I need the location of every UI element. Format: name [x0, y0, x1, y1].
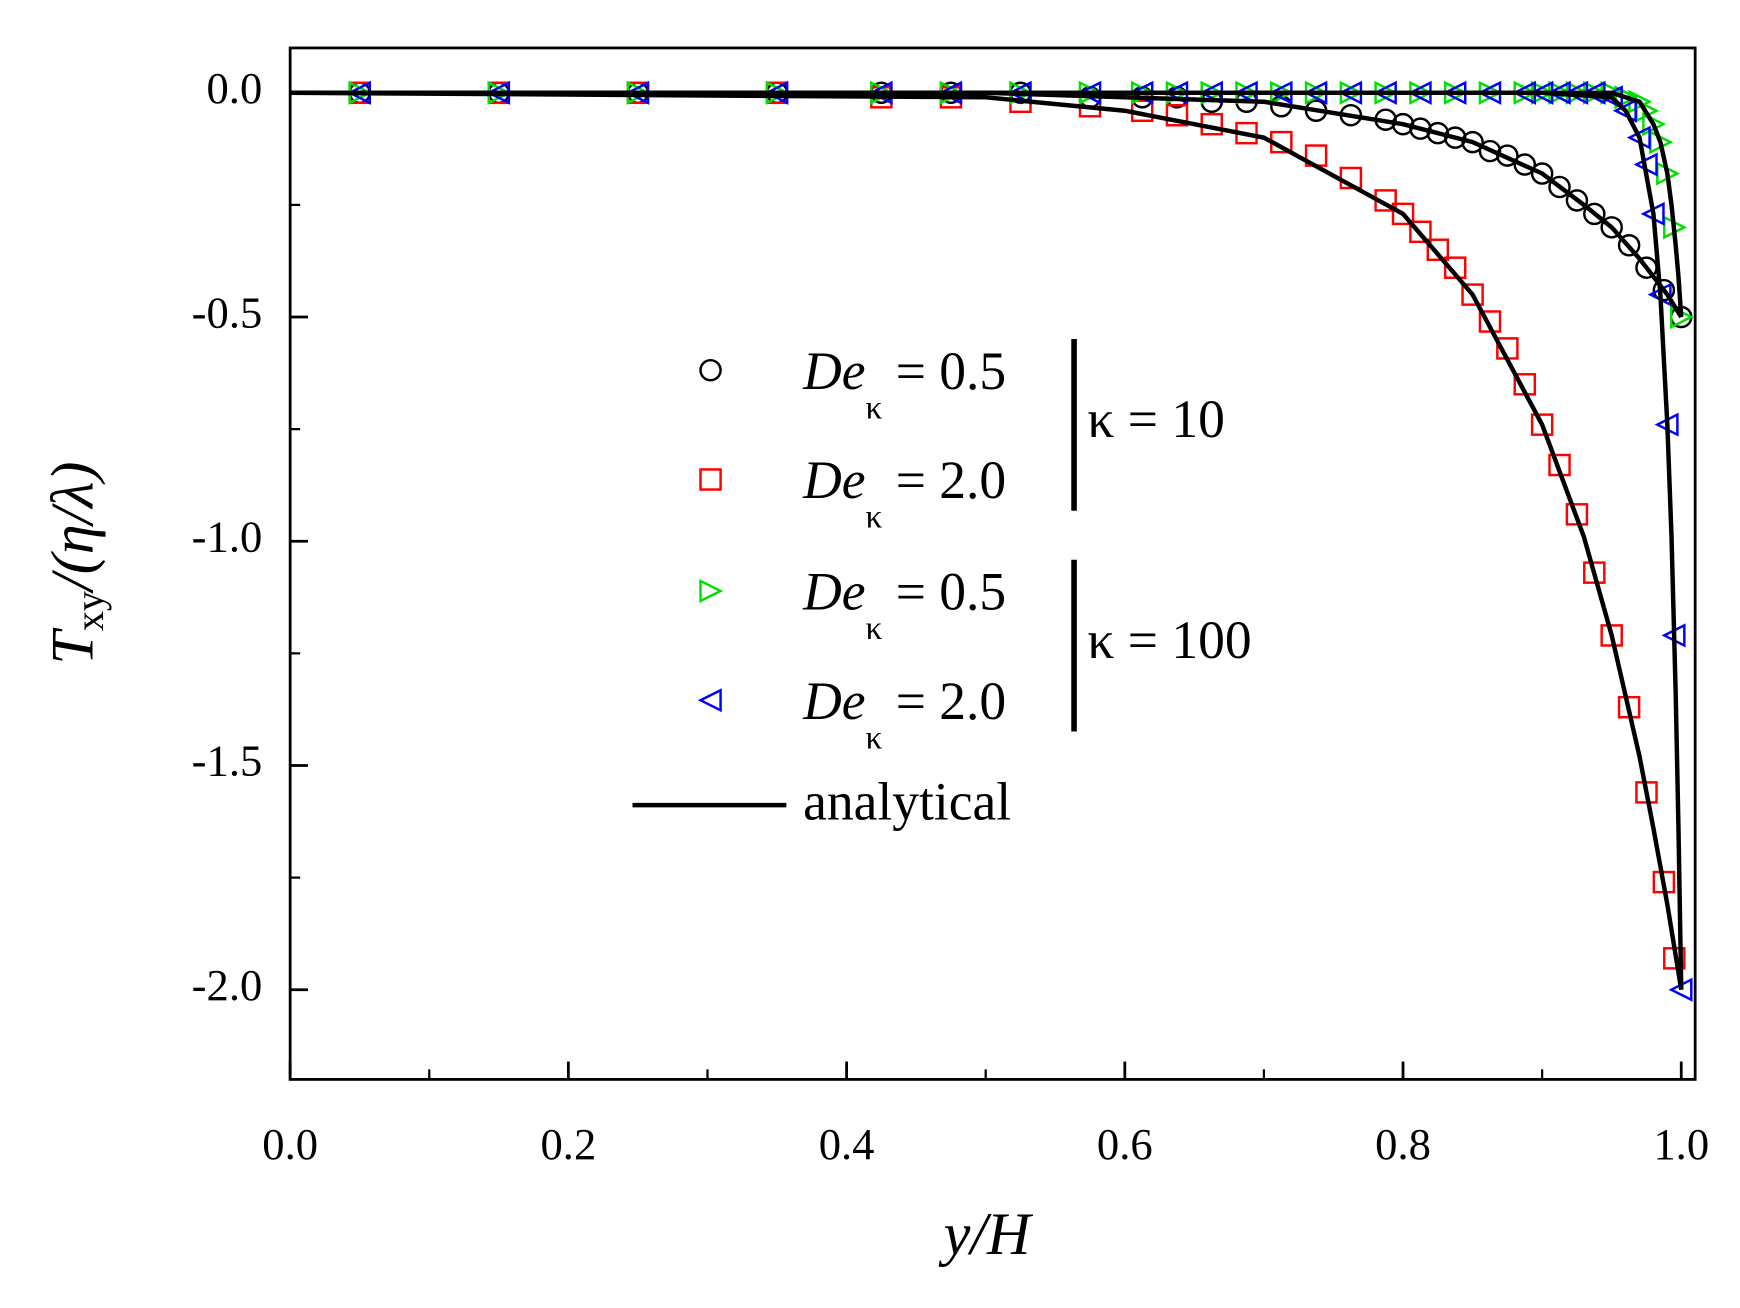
marker [1409, 117, 1432, 140]
marker [1530, 413, 1554, 436]
legend-name: De [802, 341, 865, 401]
marker [1426, 121, 1450, 145]
x-tick-label: 0.8 [1375, 1119, 1431, 1169]
axes-frame [288, 46, 1697, 1081]
marker [1426, 238, 1450, 262]
y-tick-label: -0.5 [192, 287, 263, 337]
marker [1628, 89, 1653, 114]
legend-name: De [802, 562, 865, 622]
marker [1583, 561, 1606, 584]
legend-group-label: κ = 100 [1087, 610, 1251, 670]
marker [1530, 162, 1554, 185]
x-tick-label: 0.2 [540, 1119, 596, 1169]
marker [1565, 189, 1589, 212]
marker [1391, 202, 1415, 226]
legend-rest: = 0.5 [896, 562, 1006, 622]
marker [1461, 130, 1484, 154]
legend-label: Deκ = 0.5 [802, 341, 1006, 426]
marker [1478, 139, 1502, 163]
legend-sub: κ [866, 389, 883, 426]
analytical-line [290, 90, 1684, 319]
marker [1583, 202, 1606, 226]
legend-marker [699, 578, 724, 604]
legend-marker [699, 468, 722, 491]
y-label-sub: xy [67, 591, 112, 631]
legend-marker [699, 358, 722, 382]
legend-sub: κ [866, 498, 883, 535]
plot-area [290, 80, 1695, 1002]
x-tick-label: 0.6 [1097, 1119, 1153, 1169]
marker [1614, 85, 1639, 110]
marker [1165, 103, 1189, 127]
x-tick-label: 0.4 [819, 1119, 875, 1169]
marker [1461, 283, 1484, 306]
marker [1513, 153, 1537, 176]
analytical-line [290, 90, 1684, 318]
legend-label: analytical [803, 772, 1011, 832]
y-tick-label: 0.0 [207, 63, 263, 113]
marker [1443, 126, 1467, 149]
legend-name: De [802, 671, 865, 731]
x-tick-label: 1.0 [1653, 1119, 1709, 1169]
y-tick-label: -1.0 [192, 511, 263, 561]
analytical-line [290, 90, 1684, 990]
legend-marker [697, 688, 722, 713]
marker [1600, 624, 1623, 647]
legend-rest: = 2.0 [896, 671, 1006, 731]
legend-label: Deκ = 2.0 [802, 450, 1006, 535]
marker [1617, 234, 1641, 257]
legend-rest: = 0.5 [896, 341, 1006, 401]
legend-sub: κ [866, 719, 883, 756]
x-axis-label: y/H [938, 1201, 1034, 1268]
legend-rest: = 2.0 [896, 450, 1006, 510]
marker [1409, 220, 1432, 244]
legend-group-label: κ = 10 [1087, 389, 1224, 449]
marker [1612, 98, 1637, 123]
x-tick-label: 0.0 [262, 1119, 318, 1169]
y-axis-label: Txy/(η/λ) [39, 462, 112, 665]
marker [1548, 175, 1571, 199]
y-label-rest: /(η/λ) [39, 462, 106, 594]
analytical-line [290, 90, 1684, 991]
y-tick-label: -1.5 [192, 736, 263, 786]
y-tick-label: -2.0 [192, 960, 263, 1010]
legend-label: Deκ = 2.0 [802, 671, 1006, 756]
legend-name: De [802, 450, 865, 510]
marker [1600, 216, 1623, 239]
y-label-main: T [39, 627, 106, 665]
legend-sub: κ [866, 610, 883, 647]
legend-label: Deκ = 0.5 [802, 562, 1006, 647]
